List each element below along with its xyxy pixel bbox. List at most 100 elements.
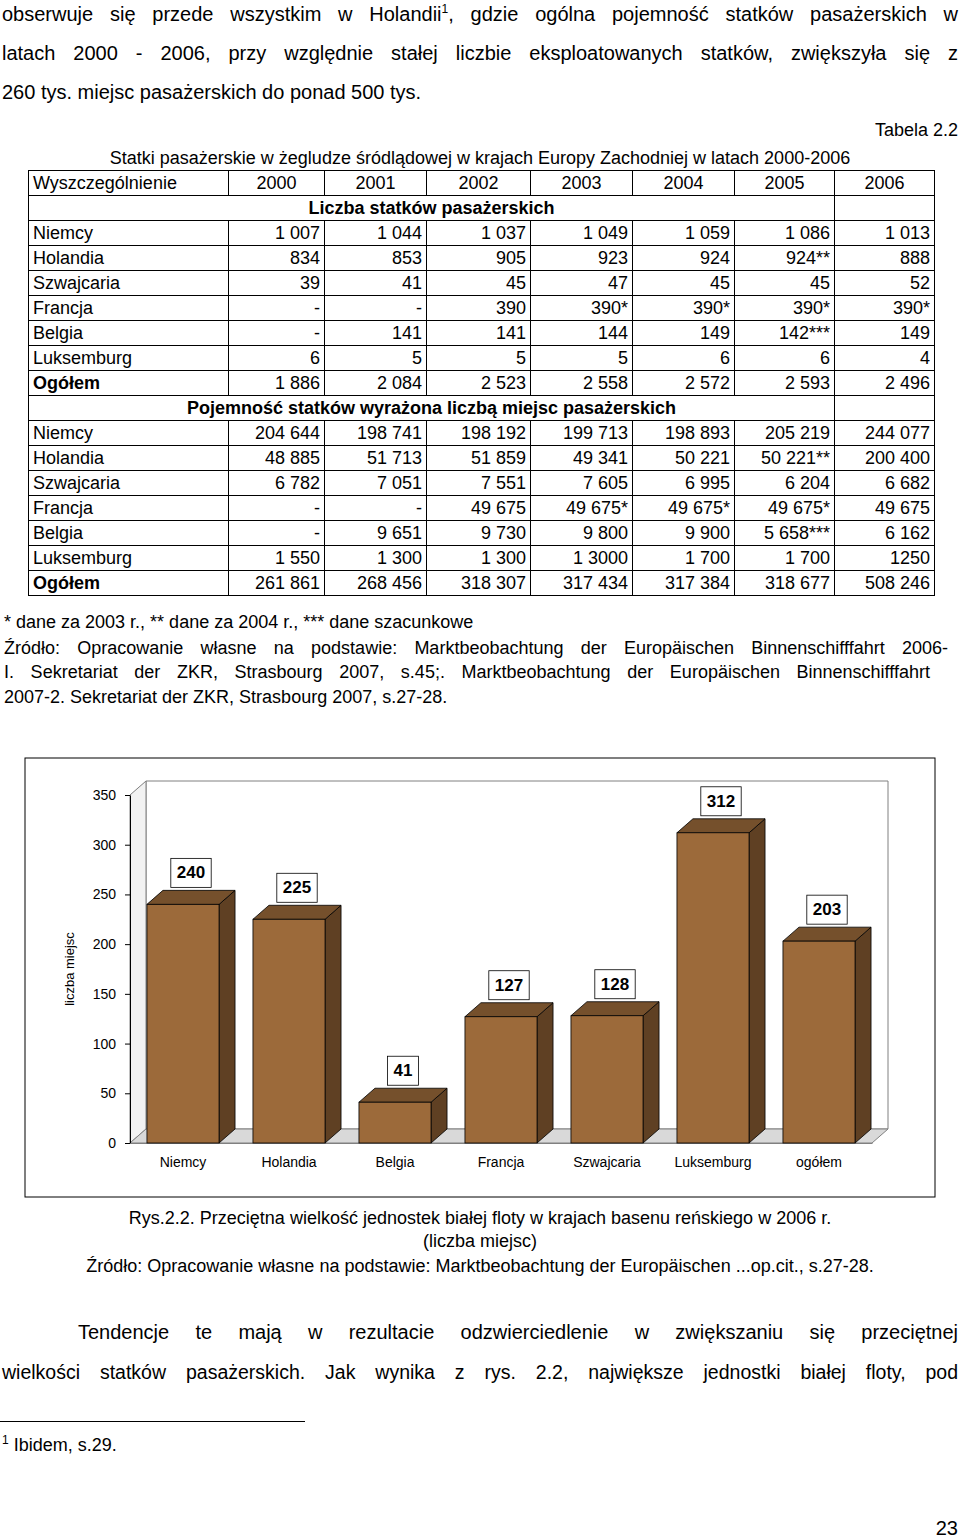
row-label: Ogółem [29,371,229,396]
data-label: 128 [601,975,629,994]
body-line: wielkości statków pasażerskich. Jak wyni… [2,1360,958,1384]
cell: 52 [835,271,935,296]
cell: - [229,521,325,546]
header-cell: 2001 [325,171,427,196]
data-row: Francja--390390*390*390*390* [29,296,935,321]
tick: 350 [93,787,130,803]
bar-side [219,890,235,1143]
cell: 1 037 [427,221,531,246]
row-label: Luksemburg [29,546,229,571]
tick-label: 250 [93,886,117,902]
bar-side [749,819,765,1143]
row-label: Belgia [29,321,229,346]
cell: 199 713 [531,421,633,446]
cell: 2 496 [835,371,935,396]
cell: 244 077 [835,421,935,446]
data-label: 312 [707,792,735,811]
cell: 200 400 [835,446,935,471]
cell: 6 [735,346,835,371]
cell: 49 675* [735,496,835,521]
bar-group [465,1003,553,1143]
table-note: * dane za 2003 r., ** dane za 2004 r., *… [4,610,954,634]
cell: 48 885 [229,446,325,471]
cell: 49 675* [633,496,735,521]
tick-label: Holandia [261,1154,316,1170]
data-row: Belgia-141141144149142***149 [29,321,935,346]
tick: 300 [93,837,130,853]
cell: 1 886 [229,371,325,396]
section-title: Liczba statków pasażerskich [29,196,835,221]
cell: 4 [835,346,935,371]
data-row: Holandia48 88551 71351 85949 34150 22150… [29,446,935,471]
cell: 2 523 [427,371,531,396]
cell: 834 [229,246,325,271]
header-cell: 2000 [229,171,325,196]
chart: 050100150200250300350liczba miejscNiemcy… [0,750,960,1210]
bars [147,819,871,1143]
cell: 390* [633,296,735,321]
cell: 2 572 [633,371,735,396]
tick-label: 0 [108,1135,116,1151]
cell: 50 221 [633,446,735,471]
cell: 204 644 [229,421,325,446]
tick: Niemcy [160,1143,207,1170]
section-row: Pojemność statków wyrażona liczbą miejsc… [29,396,935,421]
empty-cell [835,396,935,421]
data-row: Holandia834853905923924924**888 [29,246,935,271]
tick-mark [125,845,130,846]
cell: - [325,296,427,321]
bar [783,941,855,1143]
cell: 5 [531,346,633,371]
footnote-text: Ibidem, s.29. [14,1435,117,1455]
tick: 50 [100,1085,130,1101]
data-label-group: 127 [489,971,529,1000]
cell: 905 [427,246,531,271]
bar [465,1017,537,1143]
figure-caption: (liczba miejsc) [0,1229,960,1253]
cell: 508 246 [835,571,935,596]
cell: 141 [325,321,427,346]
bar [253,919,325,1143]
cell: 2 558 [531,371,633,396]
table-body: Wyszczególnienie200020012002200320042005… [29,171,935,596]
table-title: Statki pasażerskie w żegludze śródlądowe… [0,146,960,170]
row-label: Luksemburg [29,346,229,371]
cell: 9 800 [531,521,633,546]
body-line: latach 2000 - 2006, przy względnie stałe… [2,41,958,65]
tick: Luksemburg [674,1143,751,1170]
cell: - [229,296,325,321]
data-row: Ogółem261 861268 456318 307317 434317 38… [29,571,935,596]
tick: Holandia [261,1143,316,1170]
header-cell: 2006 [835,171,935,196]
tick-label: 150 [93,986,117,1002]
tick-label: Szwajcaria [573,1154,641,1170]
header-cell: 2002 [427,171,531,196]
page-number: 23 [880,1516,958,1538]
tick: ogółem [796,1143,842,1170]
cell: 1 013 [835,221,935,246]
bar-group [571,1002,659,1143]
cell: 268 456 [325,571,427,596]
bar-group [359,1088,447,1143]
tick-mark [125,1044,130,1045]
data-label-group: 225 [277,873,317,902]
cell: 1 700 [633,546,735,571]
cell: 7 051 [325,471,427,496]
cell: 6 [229,346,325,371]
cell: 6 682 [835,471,935,496]
tick-mark [125,1093,130,1094]
data-label-box [388,1056,419,1085]
header-cell: 2003 [531,171,633,196]
cell: 51 713 [325,446,427,471]
cell: 261 861 [229,571,325,596]
cell: 5 [325,346,427,371]
bar-top [253,905,341,919]
cell: - [229,321,325,346]
cell: 9 730 [427,521,531,546]
table-note: I. Sekretariat der ZKR, Strasbourg 2007,… [4,660,930,684]
cell: 6 782 [229,471,325,496]
cell: 1 3000 [531,546,633,571]
cell: 853 [325,246,427,271]
cell: 6 162 [835,521,935,546]
bar [571,1016,643,1143]
